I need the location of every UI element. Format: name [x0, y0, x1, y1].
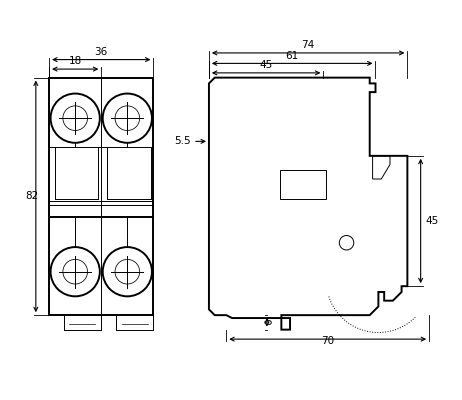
Text: 36: 36 [95, 47, 108, 57]
Text: 45: 45 [260, 60, 273, 70]
Text: 61: 61 [286, 50, 299, 60]
Text: 74: 74 [302, 40, 315, 50]
Text: 5: 5 [265, 317, 272, 327]
Text: 5.5: 5.5 [175, 136, 191, 146]
Text: 82: 82 [25, 191, 39, 201]
Text: 45: 45 [426, 216, 438, 226]
Text: 70: 70 [321, 336, 334, 346]
Text: 18: 18 [68, 56, 82, 66]
